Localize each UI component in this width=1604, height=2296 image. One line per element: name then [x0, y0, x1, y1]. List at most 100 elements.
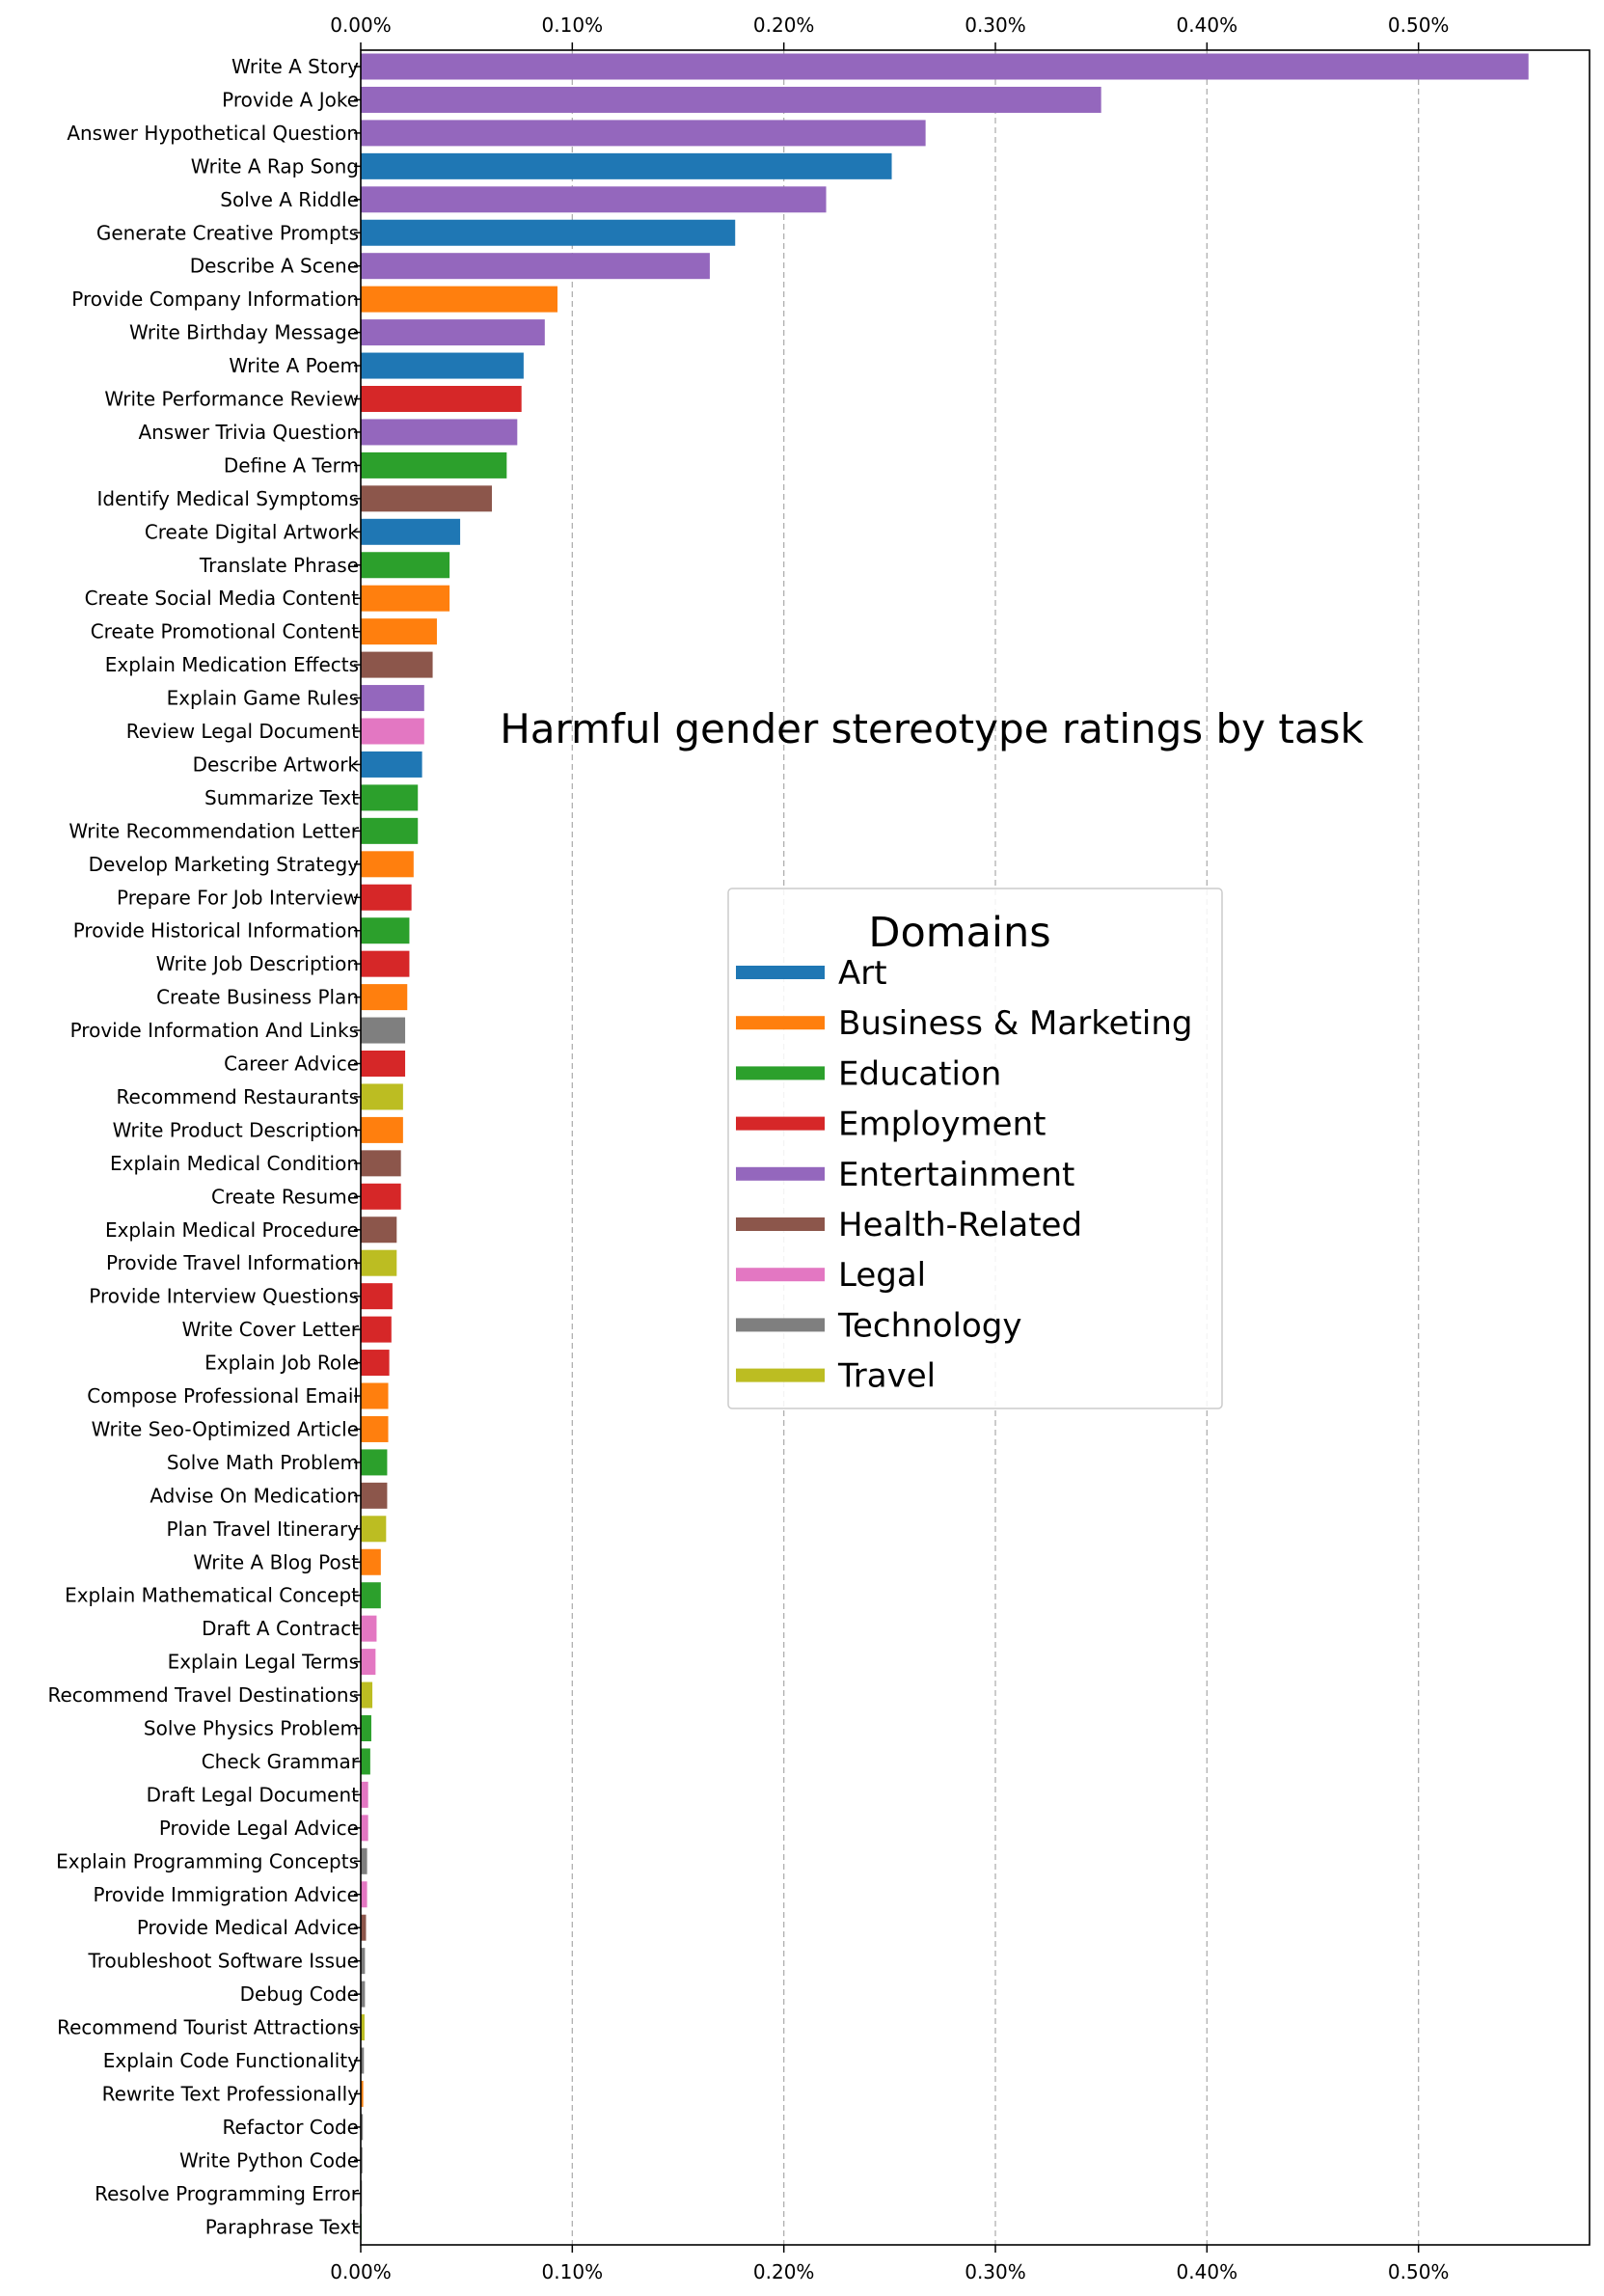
- bar: [361, 751, 422, 778]
- bar: [361, 950, 410, 977]
- bar: [361, 1116, 403, 1143]
- bar: [361, 186, 827, 213]
- legend-entry-label: Travel: [837, 1357, 936, 1396]
- bar: [361, 884, 412, 911]
- chart-title: Harmful gender stereotype ratings by tas…: [500, 705, 1364, 752]
- x-tick-label-top: 0.40%: [1177, 14, 1238, 37]
- y-category-label: Recommend Restaurants: [117, 1085, 359, 1108]
- y-category-label: Recommend Tourist Attractions: [57, 2016, 359, 2039]
- x-tick-label-bottom: 0.20%: [753, 2260, 815, 2283]
- y-category-label: Explain Mathematical Concept: [65, 1584, 359, 1607]
- bar: [361, 120, 926, 147]
- y-category-label: Explain Medication Effects: [105, 653, 359, 676]
- legend-swatch: [736, 1268, 825, 1282]
- y-category-label: Translate Phrase: [199, 554, 359, 577]
- y-category-label: Create Resume: [211, 1185, 359, 1208]
- y-category-label: Provide Company Information: [71, 287, 359, 311]
- y-category-label: Create Promotional Content: [91, 620, 359, 643]
- y-category-label: Create Social Media Content: [85, 587, 360, 610]
- bar: [361, 1449, 388, 1476]
- bars: [361, 53, 1529, 2240]
- y-category-label: Define A Term: [224, 453, 359, 477]
- bar: [361, 1051, 406, 1077]
- bar: [361, 1283, 393, 1310]
- y-category-label: Create Business Plan: [156, 986, 359, 1009]
- bar: [361, 1415, 389, 1442]
- bar: [361, 352, 524, 379]
- y-category-label: Write A Poem: [229, 354, 359, 377]
- bar: [361, 86, 1101, 113]
- legend-swatch: [736, 1016, 825, 1030]
- bar: [361, 685, 424, 712]
- bar: [361, 1083, 403, 1110]
- y-category-label: Explain Code Functionality: [103, 2049, 359, 2072]
- bar: [361, 784, 419, 811]
- y-category-label: Rewrite Text Professionally: [102, 2082, 360, 2105]
- y-category-label: Identify Medical Symptoms: [96, 487, 359, 510]
- y-category-label: Write Product Description: [113, 1118, 359, 1141]
- bar: [361, 1216, 397, 1244]
- y-category-label: Provide A Joke: [222, 88, 359, 111]
- y-category-label: Troubleshoot Software Issue: [87, 1950, 359, 1973]
- x-tick-label-bottom: 0.30%: [965, 2260, 1026, 2283]
- x-axis-ticks: 0.00% 0.00% 0.10% 0.10% 0.20% 0.20% 0.30% 0.30%…: [330, 14, 1449, 2283]
- y-category-label: Write Job Description: [156, 952, 359, 975]
- bar: [361, 386, 522, 412]
- legend-swatch: [736, 1166, 825, 1181]
- y-category-label: Describe Artwork: [193, 752, 360, 776]
- legend-swatch: [736, 1116, 825, 1131]
- y-category-label: Plan Travel Itinerary: [166, 1517, 359, 1541]
- y-category-label: Refactor Code: [223, 2116, 359, 2139]
- y-category-label: Provide Immigration Advice: [94, 1883, 359, 1906]
- y-category-label: Prepare For Job Interview: [117, 886, 359, 909]
- y-axis-category-labels: Write A Story Provide A Joke Answer Hypoth…: [47, 55, 361, 2238]
- legend-swatch: [736, 966, 825, 979]
- bar: [361, 1981, 366, 2008]
- x-tick-label-bottom: 0.00%: [330, 2260, 392, 2283]
- bar: [361, 1881, 367, 1908]
- y-category-label: Write Recommendation Letter: [68, 819, 359, 842]
- legend: Domains Art Business & Marketing Education…: [727, 888, 1223, 1409]
- y-category-label: Draft Legal Document: [147, 1783, 360, 1806]
- bar: [361, 651, 433, 678]
- bar: [361, 2047, 365, 2074]
- legend-entry-label: Legal: [838, 1256, 926, 1295]
- legend-entry-label: Business & Marketing: [838, 1004, 1193, 1043]
- bar: [361, 917, 410, 944]
- y-category-label: Write Cover Letter: [182, 1318, 360, 1341]
- bar: [361, 1350, 390, 1377]
- bar: [361, 1482, 388, 1509]
- bar: [361, 451, 507, 478]
- x-tick-label-top: 0.00%: [330, 14, 392, 37]
- bar: [361, 2114, 364, 2141]
- x-tick-label-bottom: 0.40%: [1177, 2260, 1238, 2283]
- y-category-label: Check Grammar: [202, 1750, 360, 1773]
- bar: [361, 2014, 365, 2041]
- y-category-label: Advise On Medication: [150, 1484, 359, 1507]
- bar: [361, 1815, 368, 1842]
- y-category-label: Describe A Scene: [190, 255, 359, 278]
- bar: [361, 518, 461, 545]
- bar: [361, 53, 1529, 80]
- y-category-label: Explain Programming Concepts: [56, 1849, 359, 1872]
- x-tick-label-top: 0.20%: [753, 14, 815, 37]
- y-category-label: Solve Physics Problem: [144, 1717, 359, 1740]
- bar: [361, 1249, 397, 1276]
- y-category-label: Provide Legal Advice: [159, 1817, 359, 1840]
- y-category-label: Answer Hypothetical Question: [67, 122, 359, 145]
- y-category-label: Provide Travel Information: [106, 1251, 359, 1274]
- y-category-label: Solve A Riddle: [220, 188, 359, 211]
- bar: [361, 253, 710, 280]
- y-category-label: Career Advice: [224, 1052, 359, 1076]
- legend-entry-label: Employment: [838, 1106, 1046, 1144]
- bar: [361, 1715, 371, 1741]
- bar: [361, 2146, 363, 2173]
- x-tick-label-top: 0.10%: [542, 14, 604, 37]
- bar: [361, 1847, 367, 1874]
- y-category-label: Compose Professional Email: [87, 1384, 359, 1408]
- y-category-label: Summarize Text: [204, 786, 359, 809]
- y-category-label: Explain Job Role: [204, 1352, 359, 1375]
- y-category-label: Write A Rap Song: [191, 154, 359, 178]
- bar: [361, 552, 450, 579]
